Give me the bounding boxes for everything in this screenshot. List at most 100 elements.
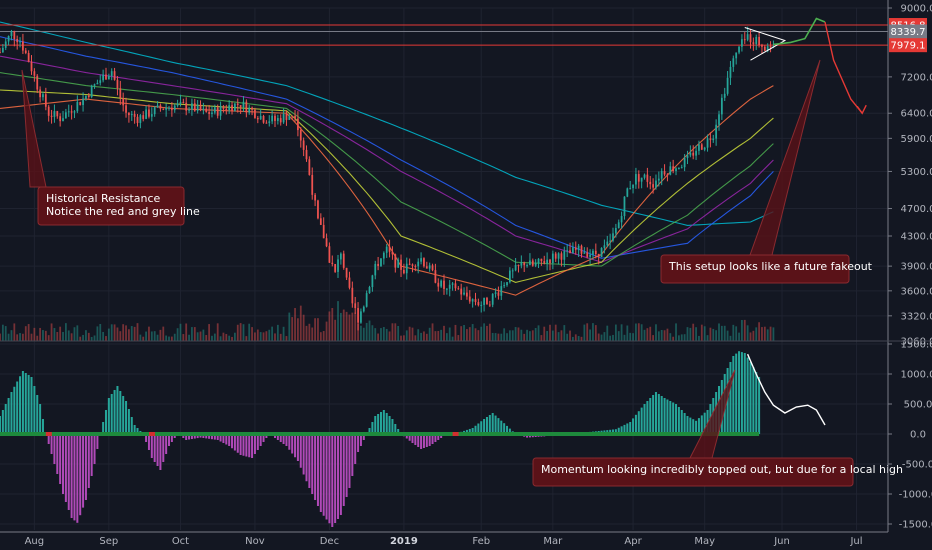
volume-bar — [612, 334, 614, 341]
momentum-bar — [637, 411, 640, 434]
momentum-bar — [657, 394, 660, 434]
candle-body — [93, 84, 96, 86]
moving-averages — [0, 21, 774, 296]
volume-bar — [726, 330, 729, 341]
volume-bar — [116, 327, 119, 341]
momentum-bar — [196, 434, 199, 439]
candle-body — [170, 107, 173, 111]
volume-bar — [279, 333, 282, 341]
candle-body — [523, 262, 526, 266]
candle-body — [546, 259, 549, 264]
momentum-bar — [703, 412, 706, 434]
momentum-bar — [67, 434, 70, 510]
candle-body — [566, 250, 569, 252]
volume-bar — [738, 332, 740, 341]
volume-bar — [285, 336, 288, 341]
volume-bar — [30, 333, 33, 341]
volume-bar — [185, 323, 188, 341]
candle-body — [285, 113, 288, 120]
volume-bar — [769, 326, 772, 341]
candle-body — [59, 116, 62, 122]
momentum-bar — [652, 395, 655, 434]
candle-body — [511, 270, 514, 272]
volume-bar — [637, 323, 640, 341]
momentum-bar — [70, 434, 73, 518]
volume-bar — [225, 333, 228, 341]
volume-bar — [445, 333, 448, 341]
volume-bar — [242, 324, 245, 341]
momentum-bar — [342, 434, 345, 506]
momentum-bar — [239, 434, 242, 455]
candle-body — [377, 263, 380, 267]
candle-body — [572, 247, 574, 254]
candle-body — [90, 85, 93, 98]
resistance-lines — [0, 24, 888, 46]
volume-bar — [743, 319, 746, 341]
candle-body — [635, 174, 637, 185]
momentum-bar — [16, 381, 19, 434]
momentum-bar — [253, 434, 256, 454]
candle-body — [242, 101, 245, 108]
volume-bar — [1, 324, 4, 341]
candle-body — [746, 34, 749, 40]
volume-bar — [620, 324, 623, 341]
momentum-bar — [231, 434, 234, 449]
volume-bar — [133, 326, 136, 341]
price-tick-label: 3060.0 — [901, 337, 932, 348]
candle-body — [657, 178, 660, 181]
volume-bar — [228, 335, 231, 341]
candle-body — [486, 297, 488, 305]
x-tick-label: Dec — [320, 536, 339, 547]
candle-body — [698, 144, 700, 151]
candle-body — [87, 95, 90, 98]
arrow-head — [856, 104, 867, 115]
candle-body — [403, 269, 405, 274]
momentum-bar — [746, 357, 749, 434]
volume-bar — [471, 324, 474, 341]
volume-bar — [128, 329, 130, 341]
candle-body — [488, 304, 491, 306]
volume-bar — [466, 329, 468, 341]
volume-bars — [0, 301, 775, 341]
volume-bar — [276, 324, 279, 341]
candle-body — [672, 166, 675, 172]
candle-body — [597, 253, 600, 258]
volume-bar — [208, 324, 210, 341]
volume-bar — [188, 334, 190, 341]
volume-bar — [145, 331, 147, 341]
candle-body — [592, 250, 594, 255]
candle-body — [474, 299, 477, 303]
candle-body — [374, 263, 377, 276]
candle-body — [70, 111, 73, 113]
volume-bar — [53, 328, 56, 341]
x-tick-label: Jul — [849, 536, 862, 547]
candle-body — [712, 138, 715, 141]
candle-body — [434, 270, 437, 283]
momentum-bar — [640, 407, 643, 434]
volume-bar — [723, 325, 726, 341]
volume-bar — [586, 323, 589, 341]
candle-body — [317, 200, 319, 219]
momentum-bar — [84, 434, 87, 500]
volume-bar — [87, 332, 90, 341]
candle-body — [322, 224, 325, 239]
volume-bar — [752, 330, 755, 341]
candle-body — [385, 246, 388, 253]
momentum-bar — [19, 376, 22, 434]
volume-bar — [377, 333, 380, 341]
volume-bar — [173, 333, 176, 341]
momentum-bar — [296, 434, 299, 461]
candle-body — [640, 177, 643, 182]
candle-body — [729, 66, 732, 78]
candle-body — [388, 246, 391, 252]
candlesticks — [0, 26, 775, 331]
volume-bar — [110, 324, 113, 341]
volume-bar — [543, 326, 546, 341]
momentum-bar — [738, 351, 741, 434]
candle-body — [380, 258, 382, 267]
volume-bar — [537, 325, 540, 341]
momentum-bar — [437, 434, 440, 440]
candle-body — [291, 115, 294, 117]
momentum-bar — [368, 428, 371, 434]
candle-body — [297, 118, 299, 131]
